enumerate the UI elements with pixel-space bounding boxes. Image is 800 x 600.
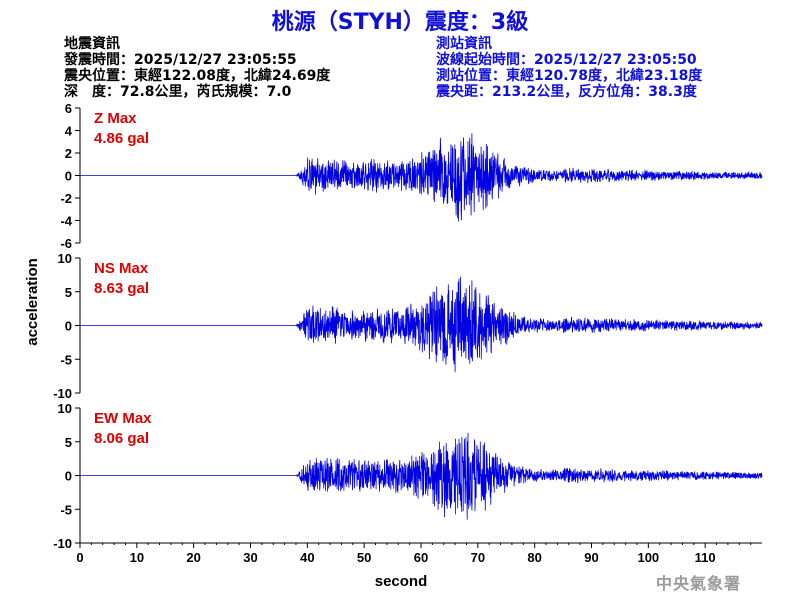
ew-waveform-line	[80, 432, 763, 520]
x-tick-label: 70	[471, 550, 485, 565]
z-y-tick-label: 0	[65, 169, 72, 184]
ns-y-tick-label: -10	[53, 386, 72, 401]
x-tick-label: 30	[243, 550, 257, 565]
quake-info-block: 地震資訊 發震時間：2025/12/27 23:05:55 震央位置：東經122…	[64, 36, 330, 100]
ns-max-label: NS Max	[94, 260, 149, 277]
z-y-tick-label: -6	[60, 236, 72, 251]
ns-y-tick-label: -5	[60, 352, 72, 367]
z-y-tick-label: 2	[65, 146, 72, 161]
station-location: 測站位置：東經120.78度，北緯23.18度	[436, 68, 703, 84]
x-tick-label: 0	[76, 550, 83, 565]
z-y-tick-label: -4	[60, 214, 72, 229]
ew-y-tick-label: 10	[58, 401, 72, 416]
ew-y-tick-label: 0	[65, 469, 72, 484]
station-info-block: 測站資訊 波線起始時間：2025/12/27 23:05:50 測站位置：東經1…	[436, 36, 702, 100]
x-tick-label: 20	[186, 550, 200, 565]
x-tick-label: 60	[414, 550, 428, 565]
page-title: 桃源（STYH）震度：3級	[271, 10, 529, 35]
ns-waveform-line	[80, 276, 763, 373]
quake-depth-magnitude: 深 度：72.8公里，芮氏規模：7.0	[64, 84, 292, 100]
quake-origin-time: 發震時間：2025/12/27 23:05:55	[64, 52, 297, 68]
ew-y-tick-label: -10	[53, 536, 72, 551]
x-axis-title: second	[375, 573, 428, 590]
z-waveform-line	[80, 133, 763, 222]
z-y-tick-label: 6	[65, 101, 72, 116]
ew-max-value: 8.06 gal	[94, 430, 149, 447]
x-tick-label: 80	[527, 550, 541, 565]
quake-epicenter: 震央位置：東經122.08度，北緯24.69度	[64, 68, 331, 84]
agency-label: 中央氣象署	[656, 574, 742, 593]
ns-y-tick-label: 10	[58, 251, 72, 266]
z-y-tick-label: -2	[60, 191, 72, 206]
ew-y-tick-label: -5	[60, 502, 72, 517]
quake-info-heading: 地震資訊	[64, 36, 120, 52]
x-tick-label: 40	[300, 550, 314, 565]
ew-y-tick-label: 5	[65, 435, 72, 450]
station-info-heading: 測站資訊	[436, 36, 492, 52]
x-tick-label: 90	[584, 550, 598, 565]
x-tick-label: 110	[695, 550, 716, 565]
station-distance-azimuth: 震央距：213.2公里，反方位角：38.3度	[436, 84, 697, 100]
z-max-label: Z Max	[94, 110, 137, 127]
ns-max-value: 8.63 gal	[94, 280, 149, 297]
ns-y-tick-label: 5	[65, 285, 72, 300]
x-tick-label: 10	[130, 550, 144, 565]
ew-max-label: EW Max	[94, 410, 152, 427]
station-wave-start: 波線起始時間：2025/12/27 23:05:50	[436, 52, 697, 68]
z-max-value: 4.86 gal	[94, 130, 149, 147]
x-tick-label: 50	[357, 550, 371, 565]
ns-y-tick-label: 0	[65, 319, 72, 334]
x-tick-label: 100	[637, 550, 659, 565]
y-axis-title: acceleration	[24, 258, 41, 346]
z-y-tick-label: 4	[65, 124, 73, 139]
